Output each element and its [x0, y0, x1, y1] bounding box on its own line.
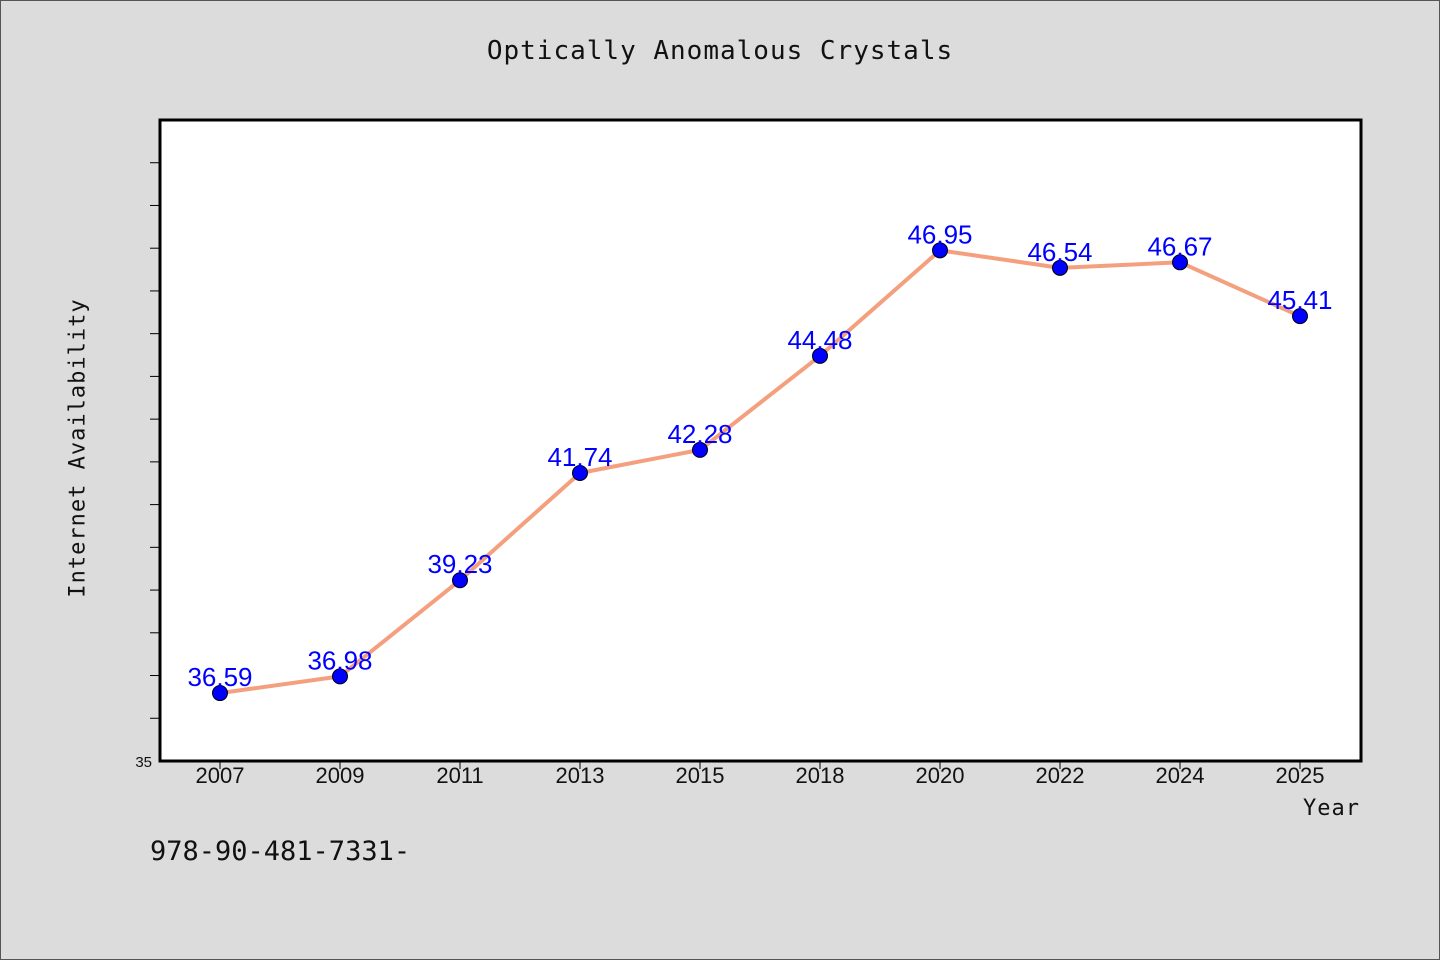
data-label: 39.23: [427, 549, 492, 579]
data-point: [572, 464, 588, 481]
y-tick-label: 35: [135, 754, 152, 771]
data-point: [1172, 254, 1188, 271]
x-tick-label: 2009: [316, 763, 365, 788]
data-point: [1052, 259, 1068, 276]
x-tick-label: 2007: [196, 763, 245, 788]
data-point: [932, 242, 948, 259]
x-tick-label: 2024: [1156, 763, 1205, 788]
data-label: 41.74: [547, 442, 612, 472]
data-label: 44.48: [787, 325, 852, 355]
data-labels: 36.59 36.98 39.23 41.74 42.28 44.48 46.95 46.54…: [187, 219, 1332, 692]
x-tick-label: 2018: [796, 763, 845, 788]
data-label: 36.98: [307, 645, 372, 675]
chart-title: Optically Anomalous Crystals: [486, 36, 954, 66]
plot-area: [158, 118, 1363, 763]
x-tick-label: 2025: [1276, 763, 1325, 788]
data-label: 45.41: [1267, 285, 1332, 315]
x-tick-label: 2013: [556, 763, 605, 788]
data-label: 46.67: [1147, 231, 1212, 261]
x-axis-ticks: 2007 2009 2011 2013 2015 2018 2020 2022 2024 2025: [196, 761, 1325, 788]
data-point: [1292, 308, 1308, 325]
data-point: [692, 441, 708, 458]
x-tick-label: 2020: [916, 763, 965, 788]
x-axis-label: Year: [1303, 796, 1360, 821]
x-tick-label: 2011: [436, 763, 483, 788]
data-label: 36.59: [187, 662, 252, 692]
x-tick-label: 2022: [1036, 763, 1085, 788]
data-point: [452, 572, 468, 589]
series-line: [219, 248, 1301, 696]
series-markers: [212, 242, 1308, 702]
data-label: 42.28: [667, 419, 732, 449]
data-label: 46.95: [907, 219, 972, 249]
data-label: 46.54: [1027, 237, 1092, 267]
data-point: [812, 347, 828, 364]
data-point: [332, 668, 348, 685]
y-axis-ticks: 35: [135, 162, 160, 771]
data-point: [212, 685, 228, 702]
footnote-text: 978-90-481-7331-: [150, 836, 411, 867]
x-tick-label: 2015: [676, 763, 725, 788]
